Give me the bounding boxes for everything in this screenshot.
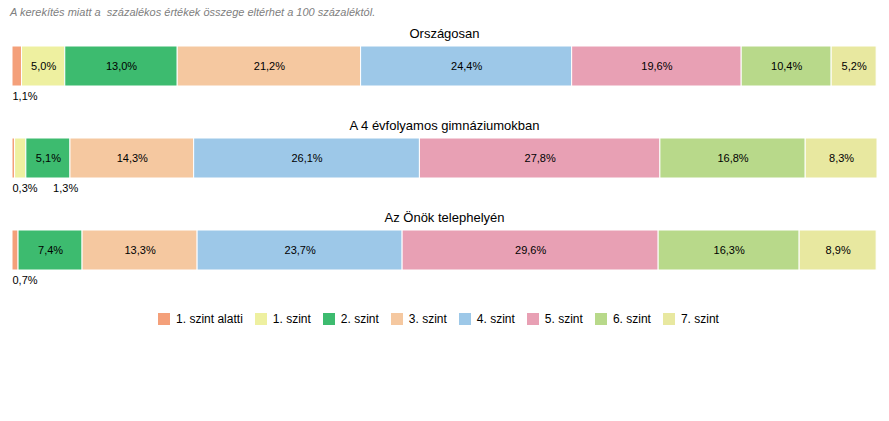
- html-text:7. szint: 7. szint: [680, 311, 719, 326]
- svg-text:5,2%: 5,2%: [842, 60, 867, 72]
- html-text:5. szint: 5. szint: [544, 311, 583, 326]
- svg-text:24,4%: 24,4%: [451, 60, 482, 72]
- html-text:6. szint: 6. szint: [612, 311, 651, 326]
- svg-text:8,3%: 8,3%: [829, 152, 854, 164]
- html-text:Az Önök telephelyén: Az Önök telephelyén: [384, 210, 505, 225]
- svg-text:14,3%: 14,3%: [117, 152, 148, 164]
- svg-text:23,7%: 23,7%: [285, 244, 316, 256]
- html-text:A 4 évfolyamos gimnáziumokban: A 4 évfolyamos gimnáziumokban: [349, 118, 540, 133]
- html-text:1. szint alatti: 1. szint alatti: [176, 311, 243, 326]
- svg-text:1,3%: 1,3%: [53, 182, 78, 194]
- html-text:Országosan: Országosan: [409, 26, 480, 41]
- svg-text:0,3%: 0,3%: [13, 182, 38, 194]
- svg-text:21,2%: 21,2%: [254, 60, 285, 72]
- svg-text:19,6%: 19,6%: [641, 60, 672, 72]
- html-text:1. szint: 1. szint: [272, 311, 311, 326]
- svg-text:13,3%: 13,3%: [124, 244, 155, 256]
- html-text:3. szint: 3. szint: [408, 311, 447, 326]
- html-text:2. szint: 2. szint: [340, 311, 379, 326]
- svg-text:16,8%: 16,8%: [717, 152, 748, 164]
- svg-text:29,6%: 29,6%: [515, 244, 546, 256]
- html-text:4. szint: 4. szint: [476, 311, 515, 326]
- svg-text:26,1%: 26,1%: [291, 152, 322, 164]
- svg-text:27,8%: 27,8%: [525, 152, 556, 164]
- svg-text:5,0%: 5,0%: [31, 60, 56, 72]
- svg-text:13,0%: 13,0%: [106, 60, 137, 72]
- html-text:A kerekítés miatt a százalékos: A kerekítés miatt a százalékos értékek ö…: [10, 6, 376, 18]
- svg-text:8,9%: 8,9%: [826, 244, 851, 256]
- svg-text:10,4%: 10,4%: [771, 60, 802, 72]
- svg-text:0,7%: 0,7%: [13, 274, 38, 286]
- svg-text:16,3%: 16,3%: [714, 244, 745, 256]
- svg-text:5,1%: 5,1%: [36, 152, 61, 164]
- svg-text:7,4%: 7,4%: [38, 244, 63, 256]
- svg-text:1,1%: 1,1%: [13, 90, 38, 102]
